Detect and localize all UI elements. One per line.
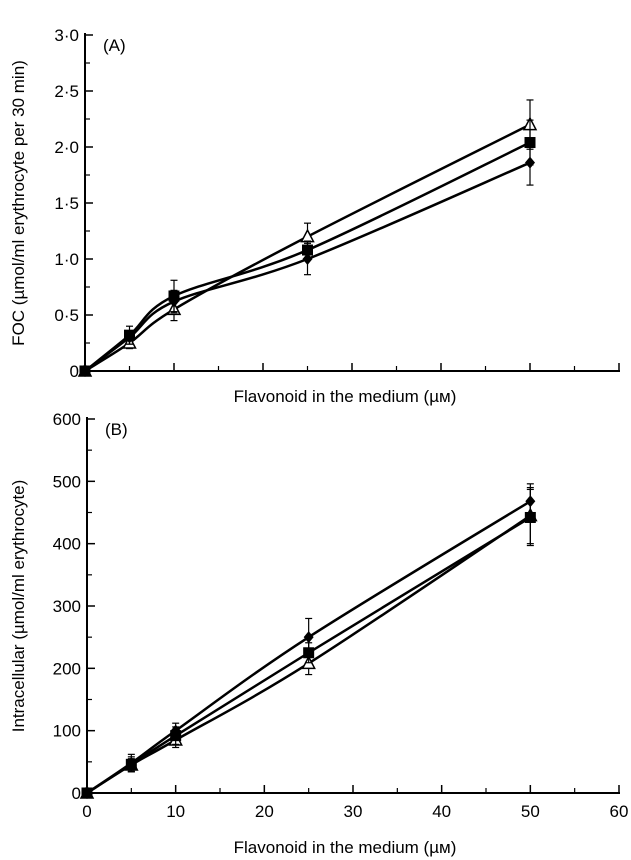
triangle-marker [300, 228, 315, 243]
data-series [80, 139, 535, 377]
diamond-marker [82, 787, 92, 799]
diamond-marker [169, 295, 179, 308]
panel-a-chart: 0 0·5 1·0 1·5 2·0 2·5 3·0 Flavonoid in the medi… [9, 26, 620, 406]
panel-label: (B) [105, 420, 128, 439]
x-axis-title: Flavonoid in the medium (µм) [234, 838, 457, 857]
data-series [82, 483, 536, 799]
y-tick-label: 2·5 [54, 82, 79, 101]
y-tick-label: 400 [53, 535, 81, 554]
y-tick-label: 2·0 [54, 138, 79, 157]
y-tick-label: 0·5 [54, 306, 79, 325]
diamond-marker [80, 365, 90, 377]
y-tick-label: 3·0 [54, 26, 79, 45]
y-tick-label: 500 [53, 472, 81, 491]
diamond-marker [303, 631, 314, 644]
x-tick-label: 20 [255, 802, 274, 821]
diamond-marker [124, 331, 135, 344]
x-axis-title: Flavonoid in the medium (µм) [234, 387, 457, 406]
y-tick-label: 300 [53, 597, 81, 616]
diamond-marker [525, 156, 535, 169]
y-tick-label: 0 [70, 362, 79, 381]
diamond-marker [170, 724, 181, 737]
y-axis-title: Intracellular (µmol/ml erythrocyte) [9, 480, 28, 733]
y-tick-label: 200 [53, 659, 81, 678]
x-tick-label: 10 [166, 802, 185, 821]
diamond-marker [525, 495, 536, 508]
y-tick-label: 1·5 [54, 194, 79, 213]
y-tick-label: 0 [72, 784, 81, 803]
diamond-marker [126, 757, 137, 770]
diamond-marker [302, 253, 313, 265]
y-tick-label: 1·0 [54, 250, 79, 269]
x-tick-label: 60 [610, 802, 629, 821]
panel-b-chart: 0 100 200 300 400 500 600 0 10 20 30 40 50 60 Flavonoi… [9, 410, 628, 857]
y-tick-label: 100 [53, 722, 81, 741]
y-tick-label: 600 [53, 410, 81, 429]
x-tick-label: 0 [82, 802, 91, 821]
y-axis-title: FOC (µmol/ml erythrocyte per 30 min) [9, 60, 28, 346]
x-tick-label: 30 [344, 802, 363, 821]
x-tick-label: 40 [432, 802, 451, 821]
data-series [77, 99, 538, 377]
x-tick-label: 50 [521, 802, 540, 821]
panel-label: (A) [103, 36, 126, 55]
